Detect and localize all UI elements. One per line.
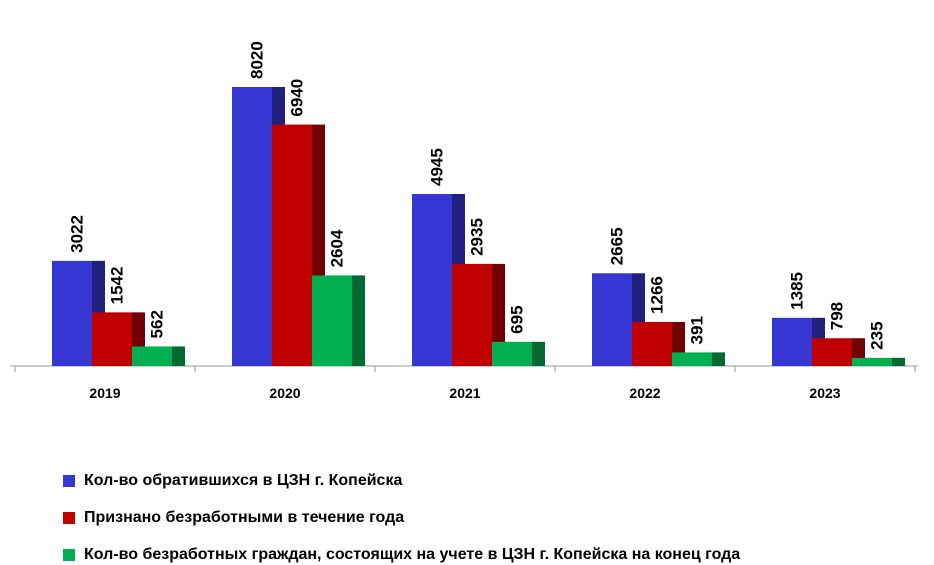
bar [272, 124, 312, 366]
data-label: 6940 [287, 79, 306, 117]
bar [632, 321, 672, 366]
x-tick-label: 2022 [629, 385, 660, 401]
bar [452, 263, 492, 366]
data-label: 798 [827, 302, 846, 330]
data-label: 391 [687, 316, 706, 344]
bar [232, 87, 272, 366]
x-tick-label: 2021 [449, 385, 480, 401]
bar-side [172, 346, 185, 366]
bar-side [532, 341, 545, 366]
bar [412, 193, 452, 366]
data-label: 2665 [607, 227, 626, 265]
bar [812, 338, 852, 366]
data-label: 695 [507, 305, 526, 333]
bar [492, 341, 532, 366]
data-label: 2935 [467, 218, 486, 256]
x-tick-label: 2019 [89, 385, 120, 401]
bar [672, 352, 712, 366]
bar [52, 260, 92, 366]
data-label: 235 [867, 321, 886, 349]
bar [312, 275, 352, 366]
bar-side [492, 263, 505, 366]
legend-swatch [63, 475, 75, 487]
legend-label: Кол-во безработных граждан, состоящих на… [84, 546, 740, 563]
data-label: 4945 [427, 148, 446, 186]
x-tick-label: 2023 [809, 385, 840, 401]
data-label: 1385 [787, 272, 806, 310]
bar [592, 273, 632, 366]
bar [852, 357, 892, 366]
bar [132, 346, 172, 366]
data-label: 8020 [247, 41, 266, 79]
data-label: 562 [147, 310, 166, 338]
bar [92, 312, 132, 366]
bar-side [892, 357, 905, 366]
bar-side [712, 352, 725, 366]
data-label: 2604 [327, 229, 346, 267]
data-label: 3022 [67, 215, 86, 253]
data-label: 1266 [647, 276, 666, 314]
legend-swatch [63, 512, 75, 524]
legend-label: Кол-во обратившихся в ЦЗН г. Копейска [84, 472, 402, 489]
x-tick-label: 2020 [269, 385, 300, 401]
legend-label: Признано безработными в течение года [84, 509, 404, 526]
bar [772, 317, 812, 366]
bar-side [352, 275, 365, 366]
legend-swatch [63, 549, 75, 561]
data-label: 1542 [107, 267, 126, 305]
